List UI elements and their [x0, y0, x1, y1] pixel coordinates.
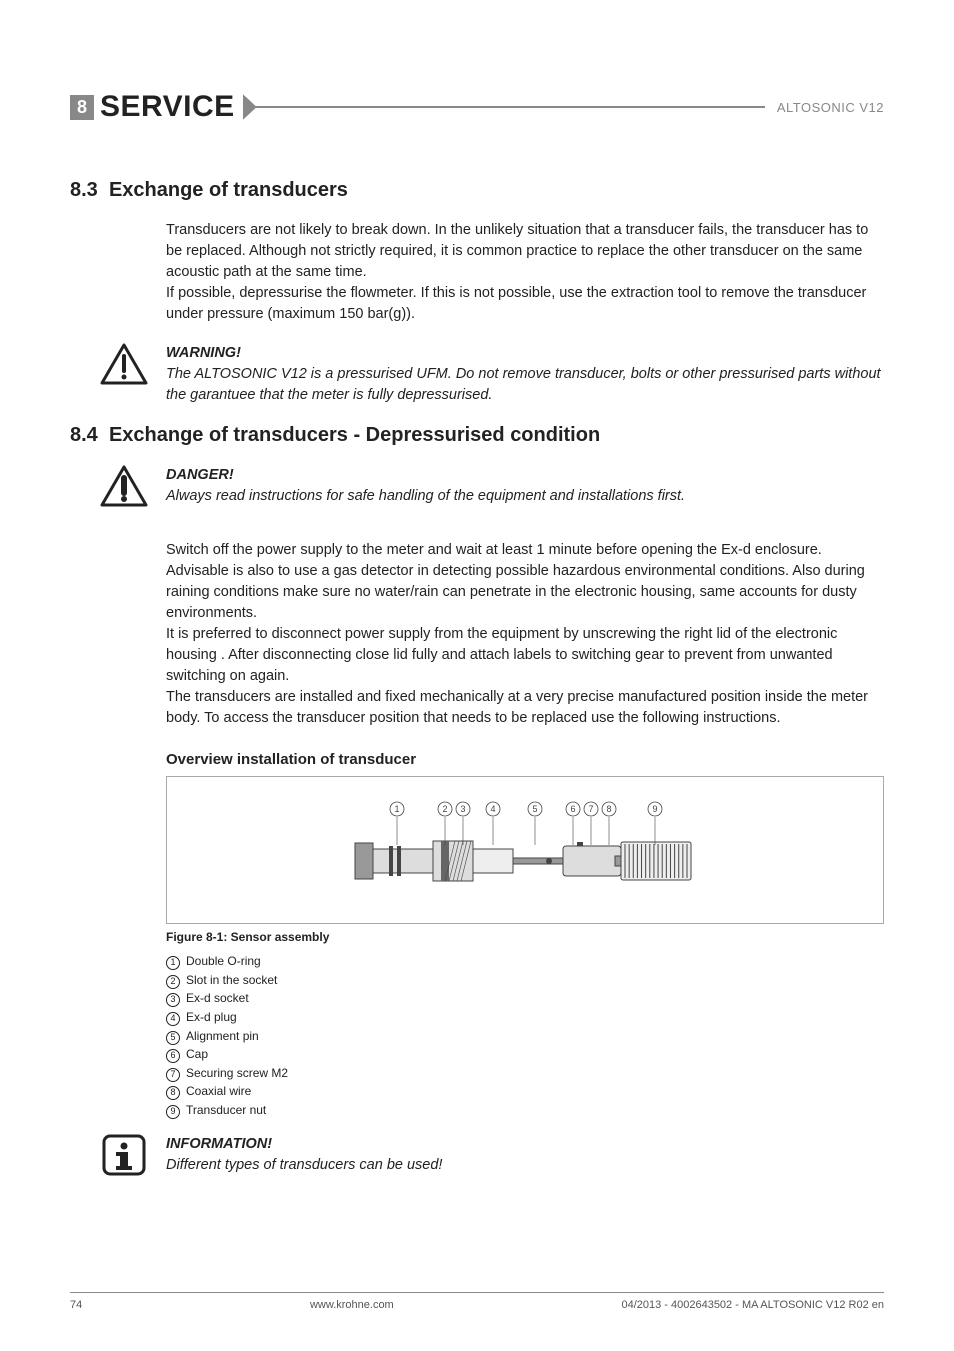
warning-body: The ALTOSONIC V12 is a pressurised UFM. … — [166, 364, 884, 406]
legend-item: 5 Alignment pin — [166, 1027, 884, 1046]
section-8-3-heading: 8.3 Exchange of transducers — [70, 179, 884, 202]
legend-item: 7 Securing screw M2 — [166, 1064, 884, 1083]
warning-heading: WARNING! — [166, 343, 884, 364]
information-body: Different types of transducers can be us… — [166, 1155, 442, 1176]
information-heading: INFORMATION! — [166, 1134, 442, 1155]
page-footer: 74 www.krohne.com 04/2013 - 4002643502 -… — [70, 1292, 884, 1311]
header-arrow — [243, 94, 257, 120]
svg-text:1: 1 — [394, 804, 399, 814]
legend-item: 2 Slot in the socket — [166, 971, 884, 990]
legend-marker: 2 — [166, 975, 180, 989]
legend-label: Double O-ring — [186, 952, 261, 971]
section-8-3-body: Transducers are not likely to break down… — [166, 220, 884, 325]
warning-icon — [100, 343, 148, 390]
header-rule — [255, 106, 765, 108]
footer-docid: 04/2013 - 4002643502 - MA ALTOSONIC V12 … — [621, 1299, 884, 1311]
danger-body: Always read instructions for safe handli… — [166, 486, 685, 507]
legend-item: 4 Ex-d plug — [166, 1008, 884, 1027]
figure-legend: 1 Double O-ring 2 Slot in the socket 3 Ex-d s… — [166, 952, 884, 1119]
figure-subhead: Overview installation of transducer — [166, 751, 884, 768]
legend-label: Slot in the socket — [186, 971, 277, 990]
svg-text:7: 7 — [588, 804, 593, 814]
danger-heading: DANGER! — [166, 465, 685, 486]
svg-text:3: 3 — [460, 804, 465, 814]
svg-text:2: 2 — [442, 804, 447, 814]
legend-label: Securing screw M2 — [186, 1064, 288, 1083]
footer-url: www.krohne.com — [310, 1299, 394, 1311]
information-callout: INFORMATION! Different types of transduc… — [70, 1134, 884, 1181]
sensor-assembly-diagram: 1 2 3 4 5 6 7 8 9 — [315, 795, 735, 905]
legend-marker: 4 — [166, 1012, 180, 1026]
chapter-number: 8 — [70, 95, 94, 120]
svg-text:5: 5 — [532, 804, 537, 814]
legend-item: 9 Transducer nut — [166, 1101, 884, 1120]
legend-label: Ex-d plug — [186, 1008, 237, 1027]
legend-label: Coaxial wire — [186, 1082, 251, 1101]
section-8-3-number: 8.3 — [70, 179, 98, 201]
legend-marker: 1 — [166, 956, 180, 970]
legend-marker: 6 — [166, 1049, 180, 1063]
svg-text:4: 4 — [490, 804, 495, 814]
footer-page-number: 74 — [70, 1299, 82, 1311]
legend-marker: 5 — [166, 1031, 180, 1045]
chapter-title: SERVICE — [100, 90, 235, 124]
product-name: ALTOSONIC V12 — [777, 100, 884, 115]
danger-icon — [100, 465, 148, 512]
figure-box: 1 2 3 4 5 6 7 8 9 — [166, 776, 884, 924]
section-8-4-number: 8.4 — [70, 424, 98, 446]
legend-label: Transducer nut — [186, 1101, 266, 1120]
svg-text:8: 8 — [606, 804, 611, 814]
legend-label: Ex-d socket — [186, 989, 249, 1008]
figure-caption: Figure 8-1: Sensor assembly — [166, 930, 884, 944]
information-icon — [100, 1134, 148, 1181]
legend-marker: 9 — [166, 1105, 180, 1119]
legend-label: Cap — [186, 1045, 208, 1064]
legend-marker: 8 — [166, 1086, 180, 1100]
svg-text:9: 9 — [652, 804, 657, 814]
section-8-3-title: Exchange of transducers — [109, 179, 348, 201]
section-8-4-heading: 8.4 Exchange of transducers - Depressuri… — [70, 424, 884, 447]
legend-item: 8 Coaxial wire — [166, 1082, 884, 1101]
warning-callout: WARNING! The ALTOSONIC V12 is a pressuri… — [70, 343, 884, 406]
chapter-header: 8 SERVICE ALTOSONIC V12 — [70, 90, 884, 124]
legend-label: Alignment pin — [186, 1027, 259, 1046]
svg-text:6: 6 — [570, 804, 575, 814]
legend-item: 3 Ex-d socket — [166, 989, 884, 1008]
legend-marker: 3 — [166, 993, 180, 1007]
section-8-4-title: Exchange of transducers - Depressurised … — [109, 424, 600, 446]
danger-callout: DANGER! Always read instructions for saf… — [70, 465, 884, 512]
section-8-4-body: Switch off the power supply to the meter… — [166, 540, 884, 729]
legend-item: 1 Double O-ring — [166, 952, 884, 971]
legend-item: 6 Cap — [166, 1045, 884, 1064]
legend-marker: 7 — [166, 1068, 180, 1082]
